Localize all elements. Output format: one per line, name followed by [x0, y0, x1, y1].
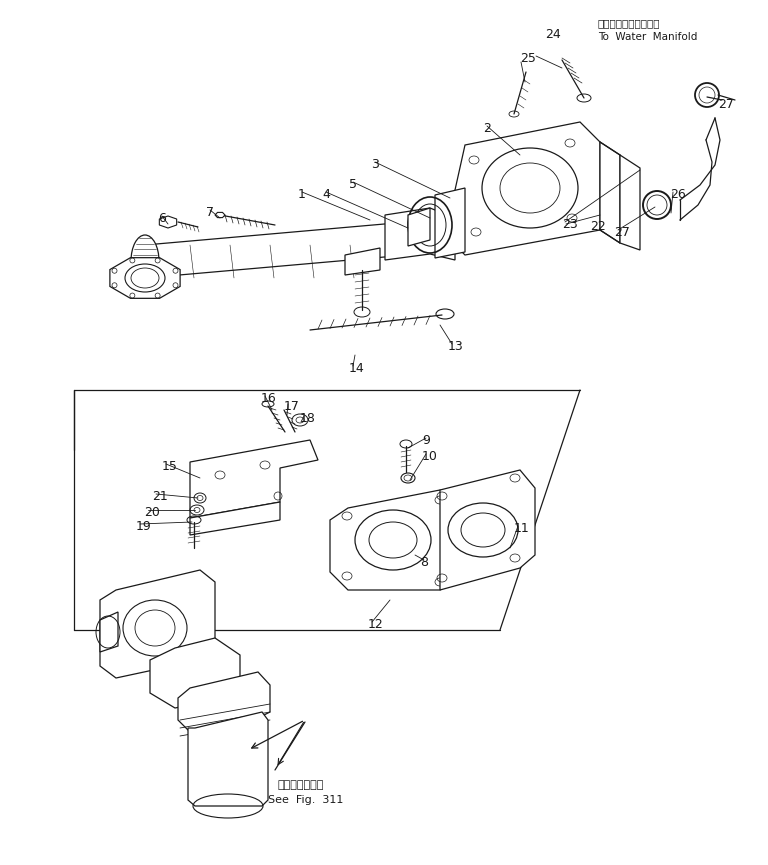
Text: 2: 2 [483, 122, 491, 135]
Polygon shape [215, 213, 225, 218]
Polygon shape [385, 208, 455, 260]
Polygon shape [620, 155, 640, 250]
Polygon shape [445, 122, 600, 255]
Text: 12: 12 [368, 618, 384, 631]
Text: 19: 19 [136, 520, 152, 533]
Text: 8: 8 [420, 556, 428, 569]
Polygon shape [159, 216, 177, 228]
Polygon shape [408, 208, 430, 246]
Polygon shape [100, 570, 215, 678]
Text: 11: 11 [514, 522, 530, 535]
Text: 4: 4 [322, 188, 330, 201]
Polygon shape [435, 188, 465, 258]
Text: 27: 27 [614, 226, 630, 239]
Text: 25: 25 [520, 52, 536, 65]
Text: 23: 23 [562, 218, 578, 231]
Polygon shape [190, 502, 280, 535]
Polygon shape [440, 470, 535, 590]
Text: 15: 15 [162, 460, 178, 473]
Text: 22: 22 [590, 220, 606, 233]
Polygon shape [600, 142, 620, 243]
Text: 9: 9 [422, 434, 430, 447]
Polygon shape [100, 612, 118, 652]
Polygon shape [188, 712, 268, 806]
Text: 13: 13 [448, 340, 464, 353]
Text: 14: 14 [349, 362, 365, 375]
Text: ウォータマニホルドへ: ウォータマニホルドへ [598, 18, 660, 28]
Text: 18: 18 [300, 412, 316, 425]
Text: To  Water  Manifold: To Water Manifold [598, 32, 697, 42]
Polygon shape [345, 248, 380, 275]
Text: 21: 21 [152, 490, 167, 503]
Text: 第３１１図参照: 第３１１図参照 [278, 780, 324, 790]
Polygon shape [110, 258, 180, 298]
Ellipse shape [131, 235, 159, 287]
Text: 26: 26 [670, 188, 686, 201]
Text: 20: 20 [144, 506, 160, 519]
Text: 6: 6 [158, 212, 166, 225]
Text: 27: 27 [718, 98, 734, 111]
Text: See  Fig.  311: See Fig. 311 [268, 795, 343, 805]
Polygon shape [178, 672, 270, 732]
Polygon shape [150, 638, 240, 708]
Polygon shape [330, 490, 460, 590]
Text: 3: 3 [371, 158, 379, 171]
Text: 24: 24 [545, 28, 561, 41]
Text: 1: 1 [298, 188, 306, 201]
Text: 7: 7 [206, 206, 214, 219]
Text: 10: 10 [422, 450, 438, 463]
Polygon shape [190, 440, 318, 518]
Text: 17: 17 [284, 400, 300, 413]
Text: 16: 16 [261, 392, 276, 405]
Text: 5: 5 [349, 178, 357, 191]
